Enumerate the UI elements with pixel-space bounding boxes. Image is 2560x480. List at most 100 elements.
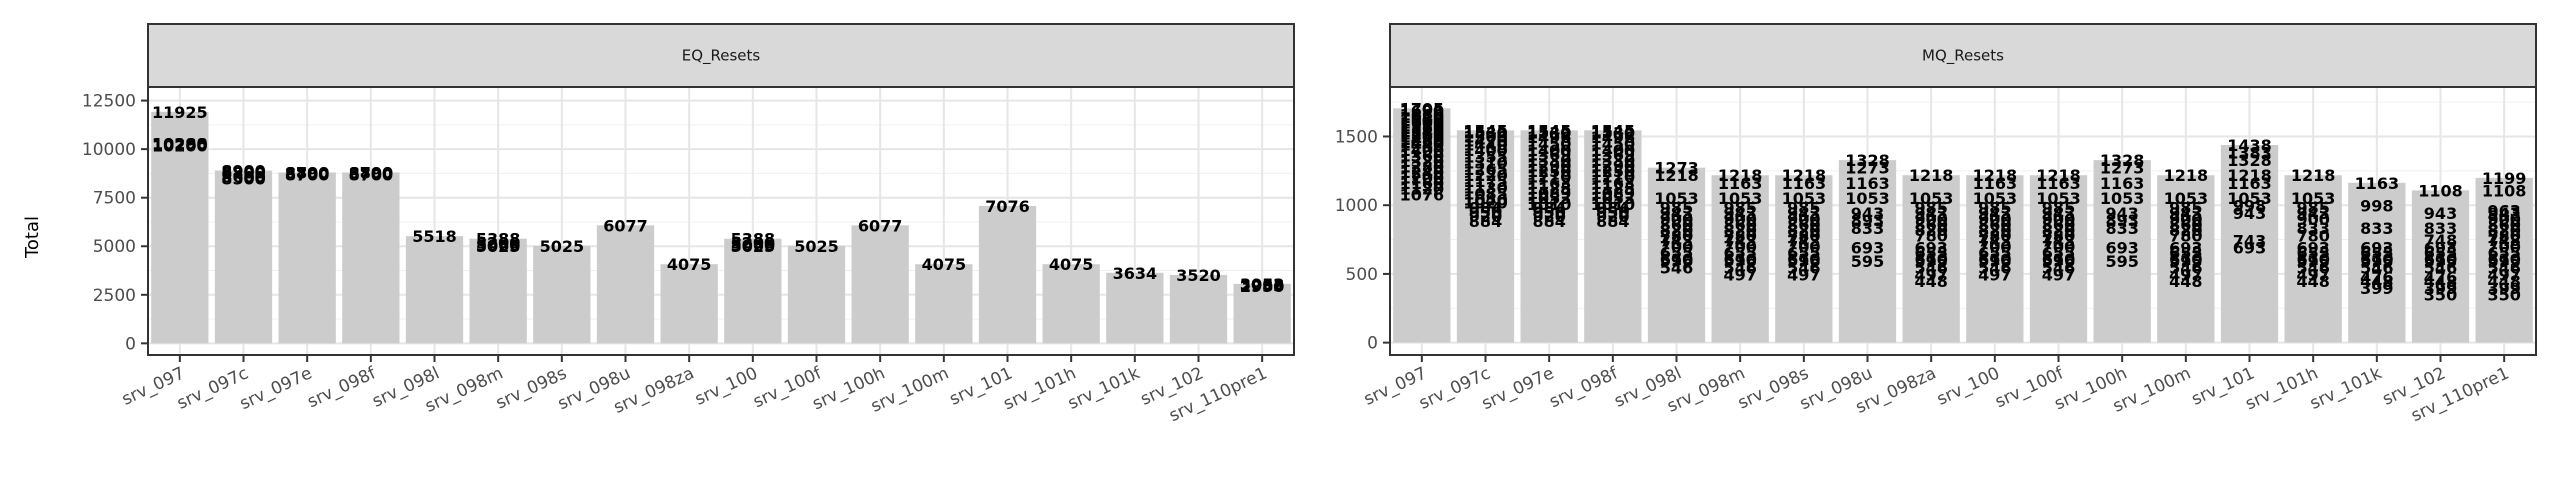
data-label: 5200 — [476, 233, 521, 252]
data-label: 1470 — [1463, 132, 1508, 151]
data-label: 943 — [1660, 204, 1693, 223]
data-label: 1660 — [1400, 105, 1445, 124]
data-label: 1163 — [1782, 174, 1827, 193]
data-label: 943 — [2042, 204, 2075, 223]
data-label: 5518 — [412, 227, 457, 246]
data-label: 8790 — [349, 164, 394, 183]
data-label: 1010 — [1591, 195, 1636, 214]
data-label: 900 — [1723, 210, 1756, 229]
bar — [342, 172, 400, 344]
data-label: 743 — [2042, 232, 2075, 251]
data-label: 595 — [2296, 252, 2329, 271]
bar — [1647, 167, 1706, 343]
data-label: 476 — [2424, 268, 2457, 287]
data-label: 1210 — [1591, 167, 1636, 186]
data-label: 1400 — [1591, 141, 1636, 160]
data-label: 700 — [1978, 237, 2011, 256]
data-label: 655 — [1723, 244, 1756, 263]
data-label: 1705 — [1400, 99, 1445, 118]
data-label: 1265 — [1463, 160, 1508, 179]
data-label: 1053 — [1591, 189, 1636, 208]
data-label: 1310 — [1463, 154, 1508, 173]
y-tick-label: 5000 — [93, 237, 136, 257]
data-label: 610 — [2169, 250, 2202, 269]
data-label: 1218 — [1973, 166, 2018, 185]
bar — [2157, 175, 2215, 343]
y-tick-label: 1000 — [1335, 196, 1378, 216]
data-label: 900 — [1914, 210, 1947, 229]
data-label: 943 — [1787, 204, 1820, 223]
data-label: 1218 — [1654, 166, 1699, 185]
data-label: 1053 — [1718, 189, 1763, 208]
data-label: 833 — [2296, 219, 2329, 238]
data-label: 546 — [1787, 259, 1820, 278]
y-tick-label: 0 — [1367, 334, 1378, 354]
data-label: 5060 — [731, 236, 776, 255]
facet-strip — [1389, 23, 2537, 88]
data-label: 1040 — [1463, 191, 1508, 210]
data-label: 1496 — [1591, 128, 1636, 147]
data-label: 596 — [1660, 252, 1693, 271]
data-label: 1400 — [1400, 141, 1445, 160]
bar — [787, 245, 846, 344]
data-label: 900 — [1660, 210, 1693, 229]
bar — [1042, 264, 1100, 344]
data-label: 1163 — [2100, 174, 2145, 193]
data-label: 820 — [2169, 221, 2202, 240]
data-label: 860 — [1660, 215, 1693, 234]
data-label: 1438 — [2227, 136, 2272, 155]
data-label: 546 — [2042, 259, 2075, 278]
data-label: 1218 — [1909, 166, 1954, 185]
data-label: 546 — [2424, 259, 2457, 278]
data-label: 448 — [2296, 272, 2329, 291]
data-label: 1200 — [1400, 169, 1445, 188]
data-label: 1560 — [1400, 119, 1445, 138]
data-label: 8900 — [221, 162, 266, 181]
data-label: 1328 — [2227, 151, 2272, 170]
x-tick-label: srv_101h — [2242, 363, 2321, 414]
data-label: 1320 — [1400, 152, 1445, 171]
data-label: 820 — [1787, 221, 1820, 240]
data-label: 11925 — [152, 103, 208, 122]
data-label: 860 — [2487, 215, 2520, 234]
data-label: 7076 — [985, 197, 1030, 216]
data-label: 900 — [1978, 210, 2011, 229]
data-label: 546 — [1660, 259, 1693, 278]
bar — [2348, 182, 2406, 343]
data-label: 655 — [2487, 244, 2520, 263]
data-label: 833 — [2360, 219, 2393, 238]
data-label: 1218 — [2291, 166, 2336, 185]
data-label: 693 — [1914, 238, 1947, 257]
data-label: 820 — [1914, 221, 1947, 240]
data-label: 1545 — [1463, 121, 1508, 140]
data-label: 1160 — [1400, 174, 1445, 193]
data-label: 1690 — [1400, 101, 1445, 120]
data-label: 497 — [2296, 265, 2329, 284]
bar — [2475, 177, 2533, 343]
data-label: 4075 — [667, 255, 712, 274]
data-label: 1108 — [2418, 181, 2463, 200]
panels: EQ_Resets1192510290102881020089008800860… — [82, 23, 2537, 426]
data-label: 8800 — [349, 163, 394, 182]
data-label: 8700 — [285, 165, 330, 184]
x-tick-label: srv_100 — [692, 363, 761, 409]
data-label: 1400 — [1527, 141, 1572, 160]
data-label: 860 — [1914, 215, 1947, 234]
data-label: 595 — [2105, 252, 2138, 271]
panel-mq-resets: MQ_Resets 1705169016601640162016001580156… — [1335, 23, 2537, 426]
data-label: 780 — [1787, 226, 1820, 245]
data-label: 1500 — [1463, 127, 1508, 146]
data-label: 1010 — [1527, 195, 1572, 214]
data-label: 693 — [2169, 238, 2202, 257]
data-label: 3052 — [1240, 275, 1285, 294]
data-label: 985 — [1787, 198, 1820, 217]
data-label: 1328 — [2100, 151, 2145, 170]
data-label: 610 — [2360, 250, 2393, 269]
data-label: 743 — [1723, 232, 1756, 251]
data-label: 546 — [1978, 259, 2011, 278]
bar — [1838, 160, 1897, 343]
data-label: 693 — [2233, 238, 2266, 257]
data-label: 1125 — [1527, 179, 1572, 198]
data-label: 5025 — [794, 237, 839, 256]
data-label: 596 — [1787, 252, 1820, 271]
